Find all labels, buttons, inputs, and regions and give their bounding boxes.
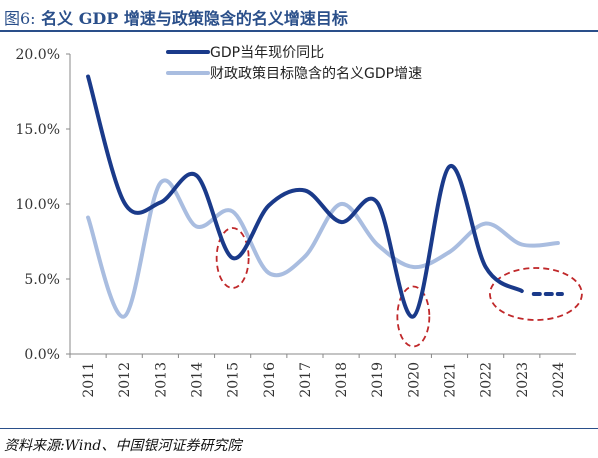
line-chart: 0.0% 5.0% 10.0% 15.0% 20.0% 2011 2012 2013 2014 2… (16, 45, 583, 398)
x-tick-label: 2013 (153, 362, 169, 398)
chart-axes: 0.0% 5.0% 10.0% 15.0% 20.0% 2011 2012 2013 2014 2… (16, 47, 576, 398)
figure-label: 图6: (4, 9, 36, 28)
x-tick-label: 2018 (334, 362, 350, 398)
title-bar: 图6: 名义 GDP 增速与政策隐含的名义增速目标 (0, 0, 598, 30)
x-tick-label: 2022 (479, 362, 495, 398)
x-tick-label: 2021 (443, 362, 459, 398)
series-line-policy (86, 178, 560, 319)
x-tick-label: 2019 (370, 362, 386, 398)
series-line-gdp (86, 74, 524, 319)
x-tick-label: 2016 (262, 362, 278, 398)
x-tick-label: 2014 (190, 362, 206, 398)
y-tick-label: 0.0% (24, 347, 60, 363)
figure-title: 名义 GDP 增速与政策隐含的名义增速目标 (41, 9, 348, 28)
x-tick-label: 2024 (551, 362, 567, 398)
source-note: 资料来源:Wind、中国银河证券研究院 (4, 438, 242, 454)
y-tick-label: 20.0% (16, 47, 60, 63)
legend-label: 财政政策目标隐含的名义GDP增速 (210, 65, 422, 82)
x-tick-label: 2023 (515, 362, 531, 398)
bottom-rule (0, 428, 598, 429)
x-tick-label: 2012 (117, 362, 133, 398)
title-rule (0, 30, 598, 32)
y-tick-label: 10.0% (16, 197, 60, 213)
x-tick-label: 2017 (298, 362, 314, 398)
x-tick-label: 2015 (226, 362, 242, 398)
x-tick-label: 2011 (81, 362, 97, 398)
y-tick-label: 5.0% (24, 272, 60, 288)
highlight-ellipse-2024 (489, 267, 583, 321)
highlight-ellipse-2020 (396, 285, 431, 348)
x-tick-label: 2020 (406, 362, 422, 398)
legend-label: GDP当年现价同比 (210, 45, 324, 61)
chart-series (86, 74, 564, 319)
highlight-circles (215, 227, 583, 348)
highlight-ellipse-2015 (215, 227, 250, 289)
y-tick-label: 15.0% (16, 122, 60, 138)
page-title: 图6: 名义 GDP 增速与政策隐含的名义增速目标 (4, 5, 348, 29)
